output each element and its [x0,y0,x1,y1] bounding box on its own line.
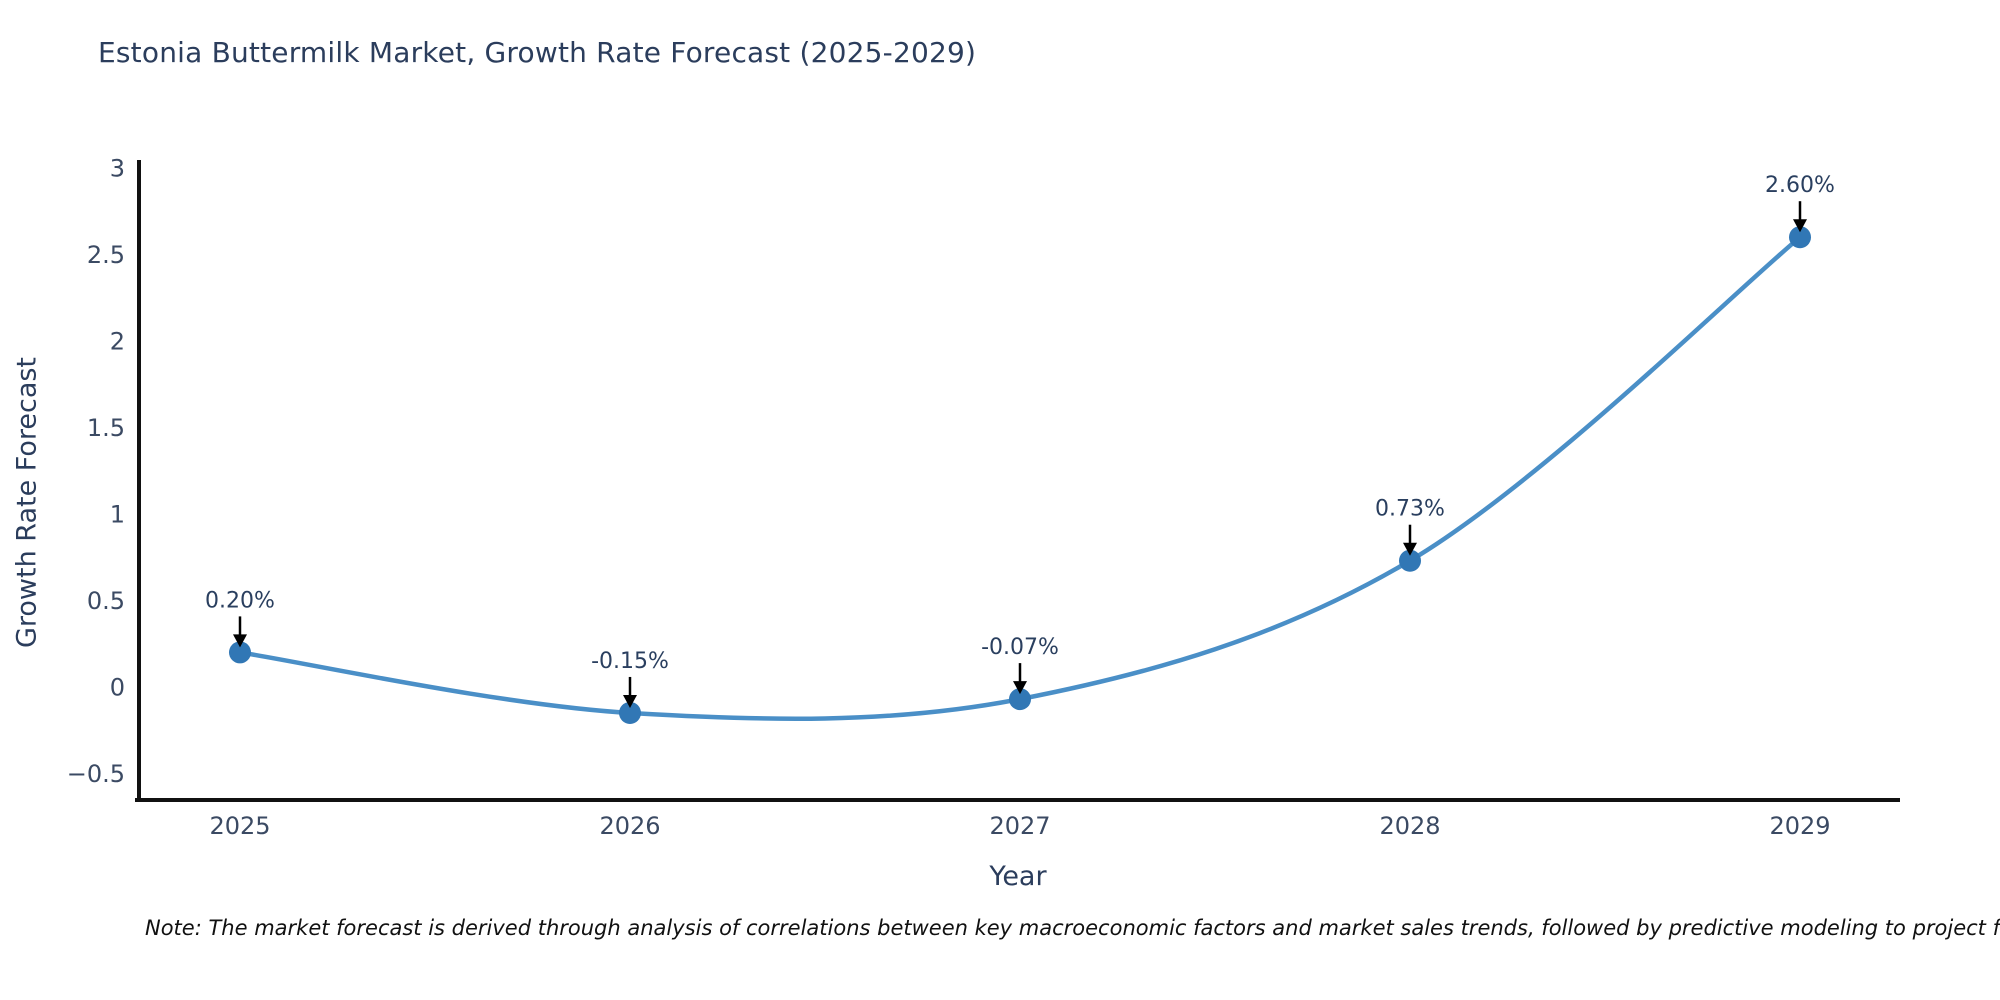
data-point-2028 [1399,549,1421,572]
point-annotation: 0.73% [1375,497,1445,522]
data-point-2027 [1009,688,1031,711]
x-tick-label: 2026 [599,812,660,840]
point-annotation: -0.07% [981,635,1059,660]
point-annotation: 2.60% [1765,173,1835,198]
annotation-arrowhead [1013,681,1027,695]
footnote: Note: The market forecast is derived thr… [145,916,2000,940]
data-point-2026 [619,701,641,724]
x-tick-label: 2025 [209,812,270,840]
y-tick-label: 3 [110,154,125,182]
x-tick-label: 2028 [1379,812,1440,840]
annotation-arrowhead [1403,542,1417,556]
point-annotation: 0.20% [205,588,275,613]
x-tick-label: 2027 [989,812,1050,840]
annotation-arrowhead [233,634,247,648]
y-tick-label: −0.5 [67,760,125,788]
chart-title: Estonia Buttermilk Market, Growth Rate F… [98,36,977,69]
y-axis-title: Growth Rate Forecast [11,356,43,649]
forecast-line [237,234,1803,721]
y-tick-label: 1 [110,500,125,528]
y-tick-label: 2.5 [87,241,125,269]
data-point-2025 [229,641,251,664]
data-point-2029 [1789,226,1811,249]
y-tick-label: 0 [110,673,125,701]
point-annotation: -0.15% [591,649,669,674]
annotation-arrowhead [1793,219,1807,233]
x-axis-title: Year [989,861,1047,892]
y-tick-label: 0.5 [87,587,125,615]
y-tick-label: 1.5 [87,414,125,442]
y-tick-label: 2 [110,327,125,355]
x-tick-label: 2029 [1769,812,1830,840]
annotation-arrowhead [623,694,637,708]
